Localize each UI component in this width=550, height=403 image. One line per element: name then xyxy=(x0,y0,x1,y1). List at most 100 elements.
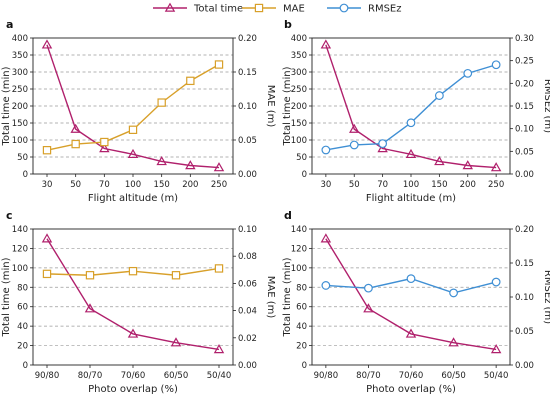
y-right-tick-label: 0.10 xyxy=(515,125,534,135)
point-rmsez xyxy=(449,288,458,298)
y-right-tick-label: 0.05 xyxy=(238,136,257,146)
point-total_time xyxy=(434,156,445,166)
y-right-tick-label: 0.10 xyxy=(515,293,534,303)
y-left-tick-label: 140 xyxy=(12,225,28,235)
y-right-tick-label: 0.15 xyxy=(238,68,257,78)
point-total_time xyxy=(349,123,360,133)
point-total_time xyxy=(127,148,139,159)
point-total_time xyxy=(213,344,225,354)
x-tick-label: 60/50 xyxy=(164,371,189,381)
plot-frame xyxy=(32,37,234,175)
y-left-axis-label: Total time (min) xyxy=(282,257,293,337)
y-left-axis-label: Total time (min) xyxy=(282,66,293,146)
point-total_time xyxy=(170,337,182,347)
y-left-tick-label: 400 xyxy=(12,34,28,44)
x-tick-label: 50/40 xyxy=(484,371,509,381)
y-left-tick-label: 50 xyxy=(17,153,28,163)
y-right-axis-label: RMSEz (m) xyxy=(542,79,550,133)
y-right-tick-label: 0.00 xyxy=(238,170,257,180)
point-rmsez xyxy=(349,140,359,150)
y-left-tick-label: 60 xyxy=(296,303,307,313)
x-tick-label: 50 xyxy=(349,180,360,190)
x-axis-label: Flight altitude (m) xyxy=(88,193,178,204)
y-left-tick-label: 0 xyxy=(23,170,28,180)
point-mae xyxy=(171,271,181,280)
x-axis-label: Photo overlap (%) xyxy=(88,384,178,395)
point-mae xyxy=(42,269,52,279)
x-axis-label: Flight altitude (m) xyxy=(366,193,456,204)
y-right-axis-label: MAE (m) xyxy=(265,85,276,128)
x-tick-label: 200 xyxy=(460,180,476,190)
panel-c: 0 20 40 60 80 100 120 140 0.00 0.02 0.04 0.06 0.08 0.… xyxy=(1,209,276,395)
panel-a: 0 50 100 150 200 250 300 350 400 0.00 0.05 0.10 0.15… xyxy=(1,18,276,204)
point-rmsez xyxy=(434,91,444,100)
point-total_time xyxy=(70,123,81,133)
y-left-tick-label: 140 xyxy=(291,225,307,235)
x-tick-label: 30 xyxy=(42,180,53,190)
y-right-tick-label: 0.30 xyxy=(515,34,534,44)
point-mae xyxy=(214,264,224,273)
y-left-tick-label: 80 xyxy=(17,283,28,293)
series-line-rmsez xyxy=(325,64,497,151)
y-left-tick-label: 100 xyxy=(12,264,28,274)
y-left-tick-label: 250 xyxy=(291,85,307,95)
y-left-tick-label: 120 xyxy=(291,244,307,254)
legend-marker-rmsez xyxy=(339,3,349,13)
point-mae xyxy=(214,60,224,69)
y-left-tick-label: 120 xyxy=(12,244,28,254)
point-total_time xyxy=(490,344,502,354)
y-left-tick-label: 80 xyxy=(296,283,307,293)
legend-label-rmsez: RMSEz xyxy=(368,4,402,15)
point-rmsez xyxy=(491,60,501,70)
x-tick-label: 150 xyxy=(431,180,447,190)
y-left-tick-label: 40 xyxy=(296,322,307,332)
point-mae xyxy=(100,137,109,147)
y-left-tick-label: 100 xyxy=(291,264,307,274)
point-total_time xyxy=(405,148,417,159)
panel-d: 0 20 40 60 80 100 120 140 0.00 0.05 0.10 0.15 0.20 90… xyxy=(282,209,550,395)
y-left-tick-label: 350 xyxy=(291,51,307,61)
plot-frame xyxy=(311,37,511,175)
point-total_time xyxy=(41,39,53,49)
x-axis-label: Photo overlap (%) xyxy=(366,384,456,395)
series-line-total_time xyxy=(46,44,220,169)
point-total_time xyxy=(320,233,332,243)
point-rmsez xyxy=(406,274,416,284)
y-left-axis-label: Total time (min) xyxy=(1,257,12,337)
y-right-axis-label: RMSEz (m) xyxy=(542,270,550,324)
y-left-tick-label: 400 xyxy=(291,34,307,44)
legend-label-mae: MAE xyxy=(283,4,305,15)
panel-letter: a xyxy=(6,18,13,31)
x-tick-label: 200 xyxy=(182,180,198,190)
y-left-tick-label: 0 xyxy=(302,170,307,180)
x-tick-label: 30 xyxy=(320,180,331,190)
y-right-tick-label: 0.00 xyxy=(515,361,534,371)
point-rmsez xyxy=(491,277,501,287)
x-tick-label: 90/80 xyxy=(314,371,339,381)
y-right-tick-label: 0.10 xyxy=(238,102,257,112)
point-total_time xyxy=(156,156,167,166)
x-tick-label: 60/50 xyxy=(441,371,466,381)
y-right-tick-label: 0.20 xyxy=(238,34,257,44)
x-tick-label: 70 xyxy=(99,180,110,190)
y-left-tick-label: 100 xyxy=(12,136,28,146)
x-tick-label: 250 xyxy=(211,180,227,190)
x-tick-label: 80/70 xyxy=(78,371,103,381)
panels: 0501001502002503003504000.000.050.100.15… xyxy=(1,18,550,395)
legend-marker-mae xyxy=(254,3,264,13)
point-total_time xyxy=(99,143,110,153)
x-tick-label: 100 xyxy=(125,180,141,190)
point-mae xyxy=(85,271,95,280)
y-left-tick-label: 300 xyxy=(291,68,307,78)
legend: Total time MAE RMSEz xyxy=(153,2,402,15)
x-tick-label: 80/70 xyxy=(356,371,381,381)
y-right-tick-label: 0.04 xyxy=(238,307,257,317)
point-total_time xyxy=(405,328,417,338)
series-line-total_time xyxy=(325,238,497,351)
point-mae xyxy=(42,146,52,155)
panel-letter: b xyxy=(284,18,292,31)
y-left-tick-label: 300 xyxy=(12,68,28,78)
y-left-tick-label: 350 xyxy=(12,51,28,61)
y-right-tick-label: 0.10 xyxy=(238,225,257,235)
